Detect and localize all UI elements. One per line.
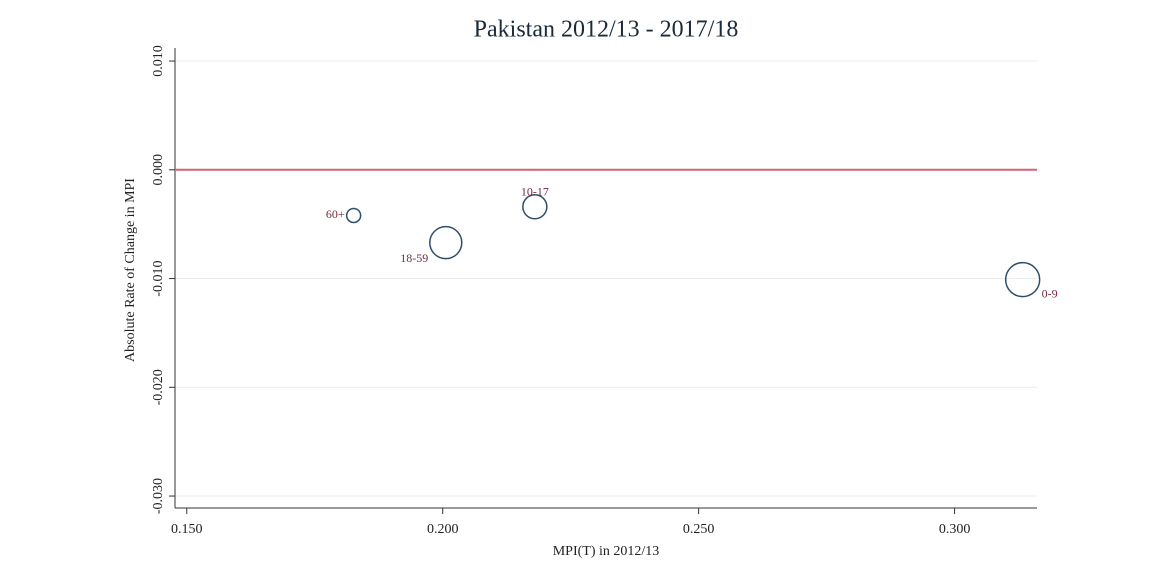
y-axis-title: Absolute Rate of Change in MPI bbox=[123, 178, 138, 362]
point-label: 10-17 bbox=[521, 185, 549, 199]
bubble bbox=[429, 225, 463, 260]
y-tick-label: -0.020 bbox=[151, 369, 166, 405]
bubble bbox=[1004, 261, 1041, 298]
x-tick-label: 0.250 bbox=[683, 522, 715, 537]
x-axis-title: MPI(T) in 2012/13 bbox=[553, 544, 660, 559]
y-tick-label: 0.010 bbox=[151, 45, 166, 77]
point-label: 60+ bbox=[326, 207, 345, 221]
chart-title: Pakistan 2012/13 - 2017/18 bbox=[474, 17, 739, 43]
y-tick-label: 0.000 bbox=[151, 154, 166, 186]
bubble bbox=[345, 207, 362, 224]
x-tick-label: 0.300 bbox=[939, 522, 971, 537]
point-label: 0-9 bbox=[1042, 287, 1058, 301]
point-label: 18-59 bbox=[400, 251, 428, 265]
y-tick-label: -0.010 bbox=[151, 260, 166, 296]
x-tick-label: 0.200 bbox=[427, 522, 459, 537]
y-tick-label: -0.030 bbox=[151, 478, 166, 514]
bubble bbox=[522, 194, 548, 220]
x-tick-label: 0.150 bbox=[171, 522, 203, 537]
